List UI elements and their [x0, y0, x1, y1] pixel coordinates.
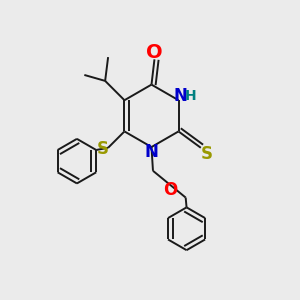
Text: N: N	[173, 87, 187, 105]
Text: S: S	[201, 145, 213, 163]
Text: O: O	[146, 43, 163, 62]
Text: S: S	[97, 140, 109, 158]
Text: H: H	[184, 89, 196, 103]
Text: N: N	[145, 143, 158, 161]
Text: O: O	[163, 181, 177, 199]
